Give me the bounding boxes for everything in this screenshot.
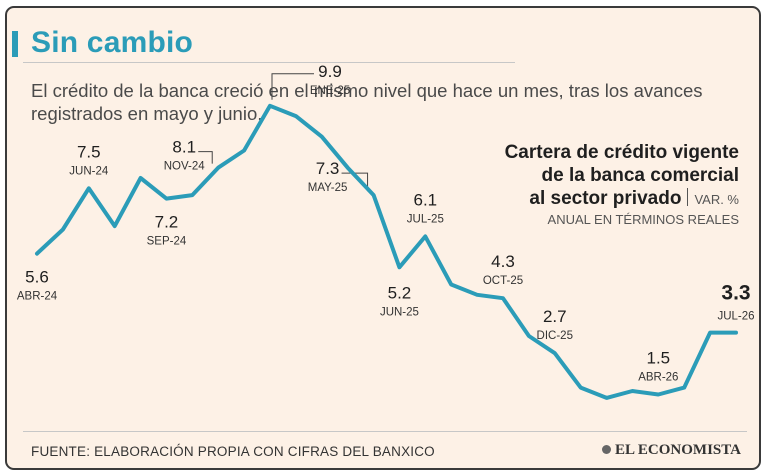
data-label-date: JUL-26 bbox=[717, 311, 754, 323]
data-label-value: 3.3 bbox=[721, 282, 750, 305]
chart-title-line-1: Cartera de crédito vigente bbox=[504, 142, 739, 163]
subtitle: El crédito de la banca creció en el mism… bbox=[31, 79, 751, 125]
data-label-value: 2.7 bbox=[543, 307, 567, 326]
data-label-value: 6.1 bbox=[414, 190, 438, 209]
data-label-date: JUN-24 bbox=[69, 165, 109, 177]
data-label-date: ABR-24 bbox=[17, 291, 58, 303]
leader-line bbox=[271, 73, 314, 100]
line-chart: 5.6ABR-247.5JUN-247.2SEP-248.1NOV-249.9E… bbox=[17, 62, 755, 400]
data-label-date: NOV-24 bbox=[164, 161, 206, 173]
chart-unit-1: VAR. % bbox=[694, 192, 739, 207]
data-label-date: ENE-25 bbox=[310, 85, 350, 97]
data-label-value: 7.2 bbox=[155, 213, 179, 232]
footer-divider bbox=[23, 431, 747, 432]
headline-divider bbox=[23, 62, 515, 63]
data-label-value: 4.3 bbox=[491, 252, 515, 271]
data-label-value: 8.1 bbox=[172, 138, 196, 157]
chart-title-line-3-row: al sector privado VAR. % bbox=[505, 187, 739, 210]
annotation-labels: 5.6ABR-247.5JUN-247.2SEP-248.1NOV-249.9E… bbox=[17, 62, 755, 384]
data-label-value: 7.3 bbox=[316, 159, 340, 178]
title-separator bbox=[687, 188, 689, 206]
leader-line bbox=[198, 151, 213, 164]
brand-name: EL ECONOMISTA bbox=[615, 442, 741, 458]
series-line bbox=[35, 103, 738, 400]
data-label-value: 7.5 bbox=[77, 142, 101, 161]
chart-unit-2: ANUAL EN TÉRMINOS REALES bbox=[547, 212, 739, 227]
source-note: FUENTE: ELABORACIÓN PROPIA CON CIFRAS DE… bbox=[31, 444, 435, 459]
data-label-date: SEP-24 bbox=[147, 236, 187, 248]
data-label-value: 5.2 bbox=[388, 283, 412, 302]
data-label-value: 1.5 bbox=[647, 348, 671, 367]
data-label-date: JUL-25 bbox=[407, 213, 444, 225]
data-label-date: ABR-26 bbox=[638, 371, 678, 383]
chart-title-line-3: al sector privado bbox=[529, 188, 682, 209]
chart-title: Cartera de crédito vigente de la banca c… bbox=[505, 141, 739, 230]
subtitle-line-2: registrados en mayo y junio. bbox=[31, 103, 263, 124]
data-label-date: JUN-25 bbox=[380, 306, 419, 318]
headline-accent-bar bbox=[12, 31, 18, 57]
data-label-date: DIC-25 bbox=[537, 330, 573, 342]
subtitle-line-1: El crédito de la banca creció en el mism… bbox=[31, 80, 703, 101]
infographic-frame: Sin cambio El crédito de la banca creció… bbox=[5, 6, 761, 470]
chart-title-line-2: de la banca comercial bbox=[541, 165, 740, 186]
data-label-value: 5.6 bbox=[25, 268, 49, 287]
data-label-date: MAY-25 bbox=[308, 182, 348, 194]
brand-icon bbox=[602, 445, 611, 454]
brand-logo: EL ECONOMISTA bbox=[602, 442, 741, 459]
headline: Sin cambio bbox=[31, 26, 194, 59]
data-label-date: OCT-25 bbox=[483, 275, 523, 287]
data-label-value: 9.9 bbox=[318, 62, 342, 81]
